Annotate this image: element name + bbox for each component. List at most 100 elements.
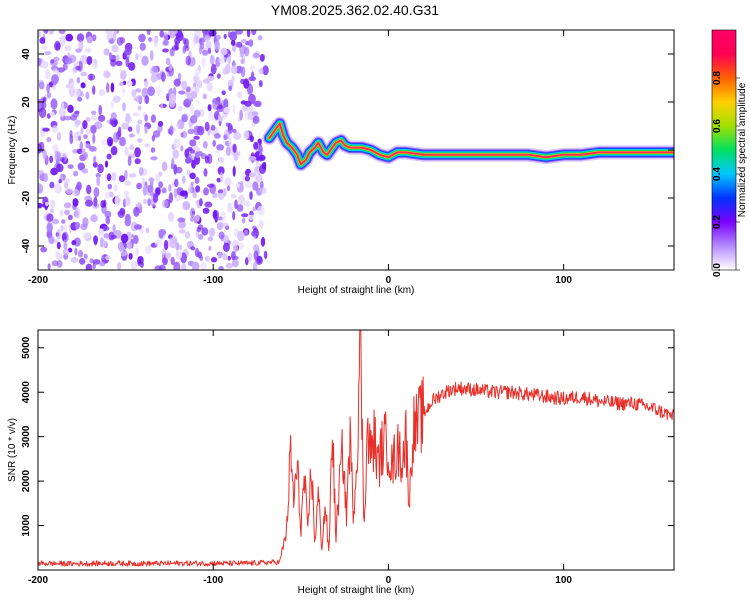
noise-blob	[206, 82, 213, 92]
noise-blob	[186, 169, 191, 176]
noise-blob	[160, 103, 164, 110]
noise-blob	[48, 30, 55, 35]
noise-blob	[144, 143, 151, 148]
noise-blob	[210, 124, 216, 131]
noise-blob	[230, 65, 238, 75]
noise-blob	[38, 143, 42, 154]
noise-blob	[175, 251, 183, 260]
colorbar-tick-label: 0.6	[712, 119, 723, 133]
noise-blob	[103, 48, 110, 56]
noise-blob	[223, 33, 227, 40]
noise-blob	[163, 239, 169, 251]
noise-blob	[241, 217, 246, 224]
noise-blob	[231, 75, 235, 83]
noise-blob	[124, 169, 128, 181]
noise-blob	[218, 231, 225, 240]
noise-blob	[46, 83, 50, 94]
noise-blob	[257, 205, 265, 216]
noise-blob	[90, 115, 98, 121]
noise-blob	[252, 115, 260, 124]
colorbar: 0.0 0.2 0.4 0.6 0.8 Normalized spectral ampl…	[711, 29, 748, 277]
noise-blob	[236, 151, 241, 156]
noise-blob	[221, 90, 226, 96]
noise-blob	[86, 184, 92, 195]
noise-blob	[195, 99, 200, 104]
noise-blob	[105, 216, 111, 225]
noise-blob	[174, 30, 178, 35]
noise-blob	[260, 236, 266, 247]
noise-blob	[188, 185, 193, 194]
y-tick-label: 0	[21, 147, 32, 153]
noise-blob	[207, 236, 214, 242]
noise-blob	[181, 114, 188, 123]
noise-blob	[195, 214, 200, 222]
noise-blob	[222, 242, 230, 252]
noise-blob	[218, 55, 226, 65]
noise-blob	[150, 147, 156, 153]
noise-blob	[220, 211, 226, 222]
noise-blob	[150, 156, 158, 161]
noise-blob	[115, 54, 120, 63]
noise-blob	[79, 258, 86, 265]
colorbar-tick-label: 0.0	[712, 263, 723, 277]
y-tick-label: 20	[21, 96, 32, 108]
noise-blob	[224, 177, 232, 187]
noise-blob	[199, 40, 205, 50]
noise-blob	[56, 131, 62, 141]
noise-blob	[135, 88, 142, 93]
noise-blob	[255, 162, 261, 167]
noise-blob	[64, 45, 72, 52]
noise-blob	[185, 97, 194, 103]
y-tick-label: 3000	[21, 425, 32, 448]
noise-blob	[150, 74, 158, 83]
noise-blob	[38, 152, 42, 158]
noise-blob	[98, 228, 104, 235]
noise-blob	[85, 199, 93, 207]
noise-blob	[191, 159, 196, 169]
noise-blob	[117, 262, 122, 270]
noise-blob	[58, 30, 66, 35]
noise-blob	[233, 131, 242, 140]
noise-blob	[161, 248, 166, 256]
noise-blob	[124, 48, 132, 56]
noise-blob	[241, 213, 249, 218]
noise-blob	[83, 232, 91, 240]
noise-blob	[208, 30, 217, 37]
colorbar-ticks: 0.0 0.2 0.4 0.6 0.8	[712, 71, 740, 277]
y-tick-label: 2000	[21, 470, 32, 493]
noise-blob	[222, 252, 228, 261]
noise-blob	[230, 39, 236, 46]
noise-blob	[189, 139, 197, 147]
noise-blob	[67, 164, 74, 169]
noise-blob	[137, 105, 142, 111]
noise-blob	[59, 209, 64, 217]
noise-blob	[208, 111, 215, 122]
noise-blob	[239, 109, 243, 121]
noise-blob	[182, 45, 187, 54]
colorbar-tick-label: 0.8	[712, 71, 723, 85]
noise-blob	[122, 102, 126, 112]
noise-blob	[42, 96, 47, 103]
noise-blob	[215, 150, 220, 155]
noise-blob	[148, 37, 153, 42]
noise-blob	[131, 89, 137, 98]
noise-blob	[249, 135, 254, 143]
signal-track	[262, 116, 674, 172]
noise-blob	[162, 257, 168, 266]
noise-blob	[152, 193, 159, 203]
noise-blob	[72, 189, 80, 197]
noise-blob	[171, 45, 180, 51]
noise-blob	[162, 199, 169, 209]
noise-blob	[55, 252, 63, 260]
noise-blob	[193, 75, 199, 84]
noise-blob	[44, 30, 49, 35]
noise-blob	[141, 55, 149, 66]
noise-blob	[155, 187, 161, 196]
noise-blob	[231, 251, 236, 261]
noise-blob	[171, 157, 175, 169]
noise-blob	[132, 112, 141, 117]
noise-blob	[195, 151, 200, 159]
noise-blob	[190, 181, 194, 188]
noise-blob	[223, 98, 229, 110]
